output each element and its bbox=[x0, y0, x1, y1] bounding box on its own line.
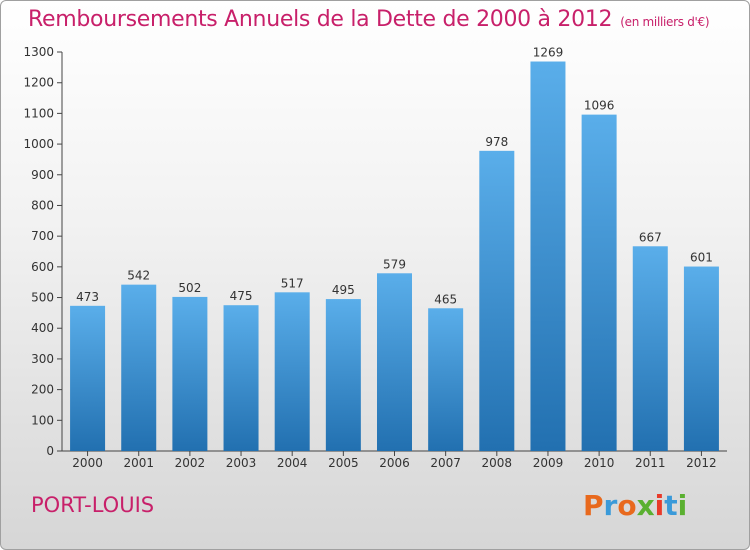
bar-value-label: 601 bbox=[690, 251, 713, 265]
bar-2009 bbox=[530, 61, 566, 451]
y-tick-label: 600 bbox=[31, 260, 54, 274]
logo-letter: i bbox=[654, 489, 665, 522]
logo-letter: i bbox=[677, 489, 688, 522]
x-tick-label: 2000 bbox=[72, 456, 103, 470]
x-tick-label: 2004 bbox=[277, 456, 308, 470]
y-tick-label: 400 bbox=[31, 321, 54, 335]
bar-value-label: 579 bbox=[383, 257, 406, 271]
y-tick-label: 800 bbox=[31, 198, 54, 212]
bar-2011 bbox=[632, 246, 668, 451]
bar-2007 bbox=[428, 308, 464, 451]
x-tick-label: 2001 bbox=[123, 456, 154, 470]
logo-letter: x bbox=[636, 489, 655, 522]
y-tick-label: 100 bbox=[31, 413, 54, 427]
bar-value-label: 517 bbox=[281, 276, 304, 290]
proxiti-logo: Proxiti bbox=[583, 489, 687, 522]
chart-title-text: Remboursements Annuels de la Dette de 20… bbox=[28, 7, 613, 32]
bar-2001 bbox=[121, 284, 157, 451]
bar-2004 bbox=[274, 292, 310, 451]
place-name: PORT-LOUIS bbox=[31, 493, 155, 517]
bar-value-label: 495 bbox=[332, 283, 355, 297]
bar-value-label: 542 bbox=[127, 269, 150, 283]
y-tick-label: 1100 bbox=[23, 106, 54, 120]
bar-2005 bbox=[325, 299, 361, 451]
bar-value-label: 978 bbox=[485, 135, 508, 149]
x-tick-label: 2003 bbox=[226, 456, 257, 470]
y-tick-label: 1000 bbox=[23, 137, 54, 151]
x-tick-label: 2010 bbox=[584, 456, 615, 470]
x-tick-label: 2002 bbox=[175, 456, 206, 470]
bar-2002 bbox=[172, 296, 208, 451]
y-tick-label: 300 bbox=[31, 352, 54, 366]
logo-letter: r bbox=[603, 489, 618, 522]
logo-letter: o bbox=[617, 489, 637, 522]
x-tick-label: 2005 bbox=[328, 456, 359, 470]
bar-value-label: 502 bbox=[178, 281, 201, 295]
bar-chart: 0 100 200 300 400 500 600 700 800 900 1000 1100 1200… bbox=[23, 45, 727, 470]
y-tick-label: 700 bbox=[31, 229, 54, 243]
y-tick-label: 1200 bbox=[23, 76, 54, 90]
chart-unit: (en milliers d'€) bbox=[620, 15, 710, 29]
y-tick-label: 500 bbox=[31, 291, 54, 305]
bar-value-label: 473 bbox=[76, 290, 99, 304]
bar-value-label: 667 bbox=[639, 230, 662, 244]
x-tick-label: 2012 bbox=[686, 456, 717, 470]
bar-value-label: 1269 bbox=[533, 46, 564, 60]
logo-letter: t bbox=[664, 489, 678, 522]
bar-2006 bbox=[377, 273, 412, 451]
bar-2010 bbox=[581, 114, 617, 451]
bar-2012 bbox=[683, 266, 719, 451]
bar-value-label: 465 bbox=[434, 292, 457, 306]
y-tick-label: 900 bbox=[31, 168, 54, 182]
bar-2008 bbox=[479, 150, 515, 451]
bar-value-label: 475 bbox=[230, 289, 253, 303]
x-tick-label: 2006 bbox=[379, 456, 410, 470]
bar-2000 bbox=[70, 305, 106, 451]
bar-value-label: 1096 bbox=[584, 99, 615, 113]
x-tick-label: 2011 bbox=[635, 456, 666, 470]
x-tick-label: 2007 bbox=[430, 456, 461, 470]
y-tick-label: 0 bbox=[46, 444, 54, 458]
y-tick-label: 200 bbox=[31, 383, 54, 397]
x-tick-label: 2008 bbox=[482, 456, 513, 470]
y-tick-label: 1300 bbox=[23, 45, 54, 59]
bar-2003 bbox=[223, 305, 259, 451]
chart-title: Remboursements Annuels de la Dette de 20… bbox=[28, 7, 710, 32]
logo-letter: P bbox=[583, 489, 604, 522]
x-tick-label: 2009 bbox=[533, 456, 564, 470]
